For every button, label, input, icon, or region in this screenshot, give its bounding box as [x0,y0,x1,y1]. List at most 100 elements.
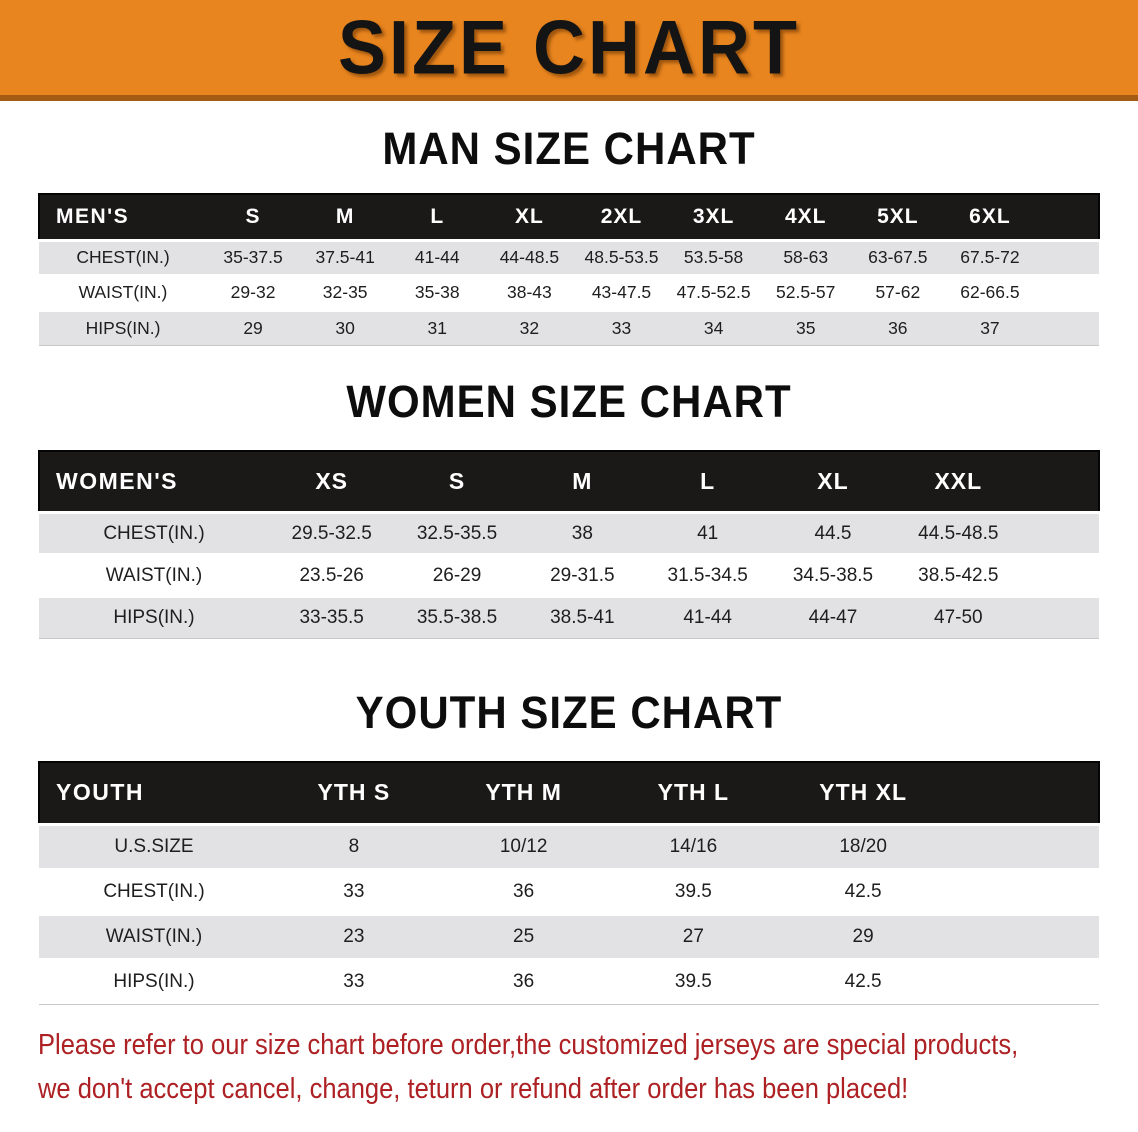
men-row-spacer [1036,240,1099,275]
men-cell-value: 52.5-57 [776,282,836,302]
banner-title: SIZE CHART [338,5,800,90]
women-size-header: L [700,467,716,494]
women-size-header: S [448,467,466,494]
footer-notice: Please refer to our size chart before or… [38,1023,1138,1111]
women-table-row: WAIST(IN.) 23.5-26 26-29 29-31.5 31.5-34.5 34… [39,554,1099,597]
youth-cell-value: 23 [343,925,365,947]
men-cell-value: 38-43 [507,282,552,302]
men-cell-value: 67.5-72 [960,247,1020,267]
youth-size-header: YTH L [657,779,730,806]
banner: SIZE CHART [0,0,1138,101]
women-row-spacer [1021,597,1099,639]
men-cell-value: 47.5-52.5 [676,282,751,302]
men-cell-value: 53.5-58 [683,247,744,267]
women-size-header: XL [817,467,849,494]
youth-cell-value: 33 [343,880,365,902]
men-table-row: HIPS(IN.) 29 30 31 32 33 34 35 36 37 [39,310,1099,345]
men-cell-value: 58-63 [783,247,829,267]
women-cell-value: 47-50 [934,607,983,628]
youth-cell-value: 18/20 [839,835,887,857]
men-size-header: 2XL [600,204,643,228]
charts-main: MAN SIZE CHART MEN'S S M L XL 2XL 3XL 4XL 5XL 6XL C… [0,123,1138,1005]
women-row-label: CHEST(IN.) [103,522,205,544]
section-men: MAN SIZE CHART MEN'S S M L XL 2XL 3XL 4XL 5XL 6XL C… [0,123,1138,346]
women-row-spacer [1021,555,1099,597]
women-cell-value: 32.5-35.5 [416,522,498,544]
youth-cell-value: 14/16 [669,835,718,857]
men-cell-value: 36 [888,317,908,338]
men-cell-value: 63-67.5 [868,247,928,267]
youth-cell-value: 29 [852,925,874,947]
youth-cell-value: 8 [348,835,360,857]
youth-cell-value: 25 [513,925,535,947]
youth-cell-value: 39.5 [674,880,712,902]
women-cell-value: 44.5-48.5 [918,522,999,544]
men-cell-value: 35-38 [414,282,460,302]
men-cell-value: 37 [980,317,1000,338]
men-cell-value: 37.5-41 [315,247,375,267]
youth-cell-value: 39.5 [674,971,712,992]
women-cell-value: 38.5-42.5 [918,564,999,586]
youth-size-table: YOUTH YTH S YTH M YTH L YTH XL U.S.SIZE 8 10/12… [38,761,1100,1005]
men-table-row: CHEST(IN.) 35-37.5 37.5-41 41-44 44-48.5 48.5… [39,240,1099,275]
men-cell-value: 57-62 [875,282,921,302]
women-row-label: HIPS(IN.) [113,607,195,628]
women-cell-value: 44.5 [814,522,852,544]
women-cell-value: 29.5-32.5 [291,522,372,544]
men-cell-value: 33 [611,317,632,338]
women-cell-value: 34.5-38.5 [792,564,874,586]
men-size-header: 4XL [784,204,827,228]
notice-line-2: we don't accept cancel, change, teturn o… [38,1072,909,1105]
youth-row-label: CHEST(IN.) [103,880,205,902]
youth-size-header: YTH M [485,779,562,806]
women-section-heading: WOMEN SIZE CHART [346,375,792,427]
women-header-spacer [1021,451,1099,513]
men-cell-value: 62-66.5 [960,282,1020,302]
men-cell-value: 31 [427,317,447,338]
youth-section-heading: YOUTH SIZE CHART [355,687,783,738]
youth-group-label: YOUTH [56,779,144,806]
women-size-header: XXL [934,467,983,494]
women-cell-value: 29-31.5 [550,564,615,586]
youth-cell-value: 27 [682,925,704,947]
men-cell-value: 35 [795,317,816,338]
section-women: WOMEN SIZE CHART WOMEN'S XS S M L XL XXL CHEST(I… [0,375,1138,640]
men-size-header: M [335,204,355,228]
youth-table-row: U.S.SIZE 8 10/12 14/16 18/20 [39,824,1099,869]
youth-row-spacer [948,914,1099,959]
youth-header-spacer [948,762,1099,824]
men-row-label: WAIST(IN.) [78,282,168,302]
men-cell-value: 41-44 [414,247,460,267]
section-youth: YOUTH SIZE CHART YOUTH YTH S YTH M YTH L YTH … [0,687,1138,1005]
men-cell-value: 34 [703,317,724,338]
men-size-header: 3XL [692,204,735,228]
men-size-header: L [430,204,445,228]
women-size-table: WOMEN'S XS S M L XL XXL CHEST(IN.) 29.5-32.5 32.5… [38,450,1100,640]
youth-row-label: HIPS(IN.) [113,971,195,992]
youth-row-label: WAIST(IN.) [105,925,203,947]
men-header-spacer [1036,194,1099,240]
youth-row-spacer [948,869,1099,914]
women-table-header-row: WOMEN'S XS S M L XL XXL [39,450,1099,513]
men-row-label: CHEST(IN.) [76,247,170,267]
youth-size-header: YTH XL [819,779,908,806]
women-size-header: XS [315,467,348,494]
women-cell-value: 44-47 [808,607,858,628]
women-row-spacer [1021,513,1099,555]
youth-cell-value: 36 [513,971,535,992]
men-cell-value: 29-32 [230,282,276,302]
youth-cell-value: 42.5 [844,971,882,992]
women-cell-value: 33-35.5 [299,607,364,628]
women-table-row: CHEST(IN.) 29.5-32.5 32.5-35.5 38 41 44.5 44.5… [39,512,1099,555]
women-cell-value: 41-44 [683,607,732,628]
men-cell-value: 32 [519,317,540,338]
men-row-spacer [1036,310,1099,345]
youth-table-row: CHEST(IN.) 33 36 39.5 42.5 [39,869,1099,914]
youth-row-spacer [948,824,1099,869]
women-table-row: HIPS(IN.) 33-35.5 35.5-38.5 38.5-41 41-44 44-… [39,596,1099,639]
men-table-row: WAIST(IN.) 29-32 32-35 35-38 38-43 43-47.5 47.… [39,275,1099,310]
youth-cell-value: 10/12 [499,835,548,857]
women-cell-value: 41 [697,522,719,544]
youth-cell-value: 36 [513,880,535,902]
